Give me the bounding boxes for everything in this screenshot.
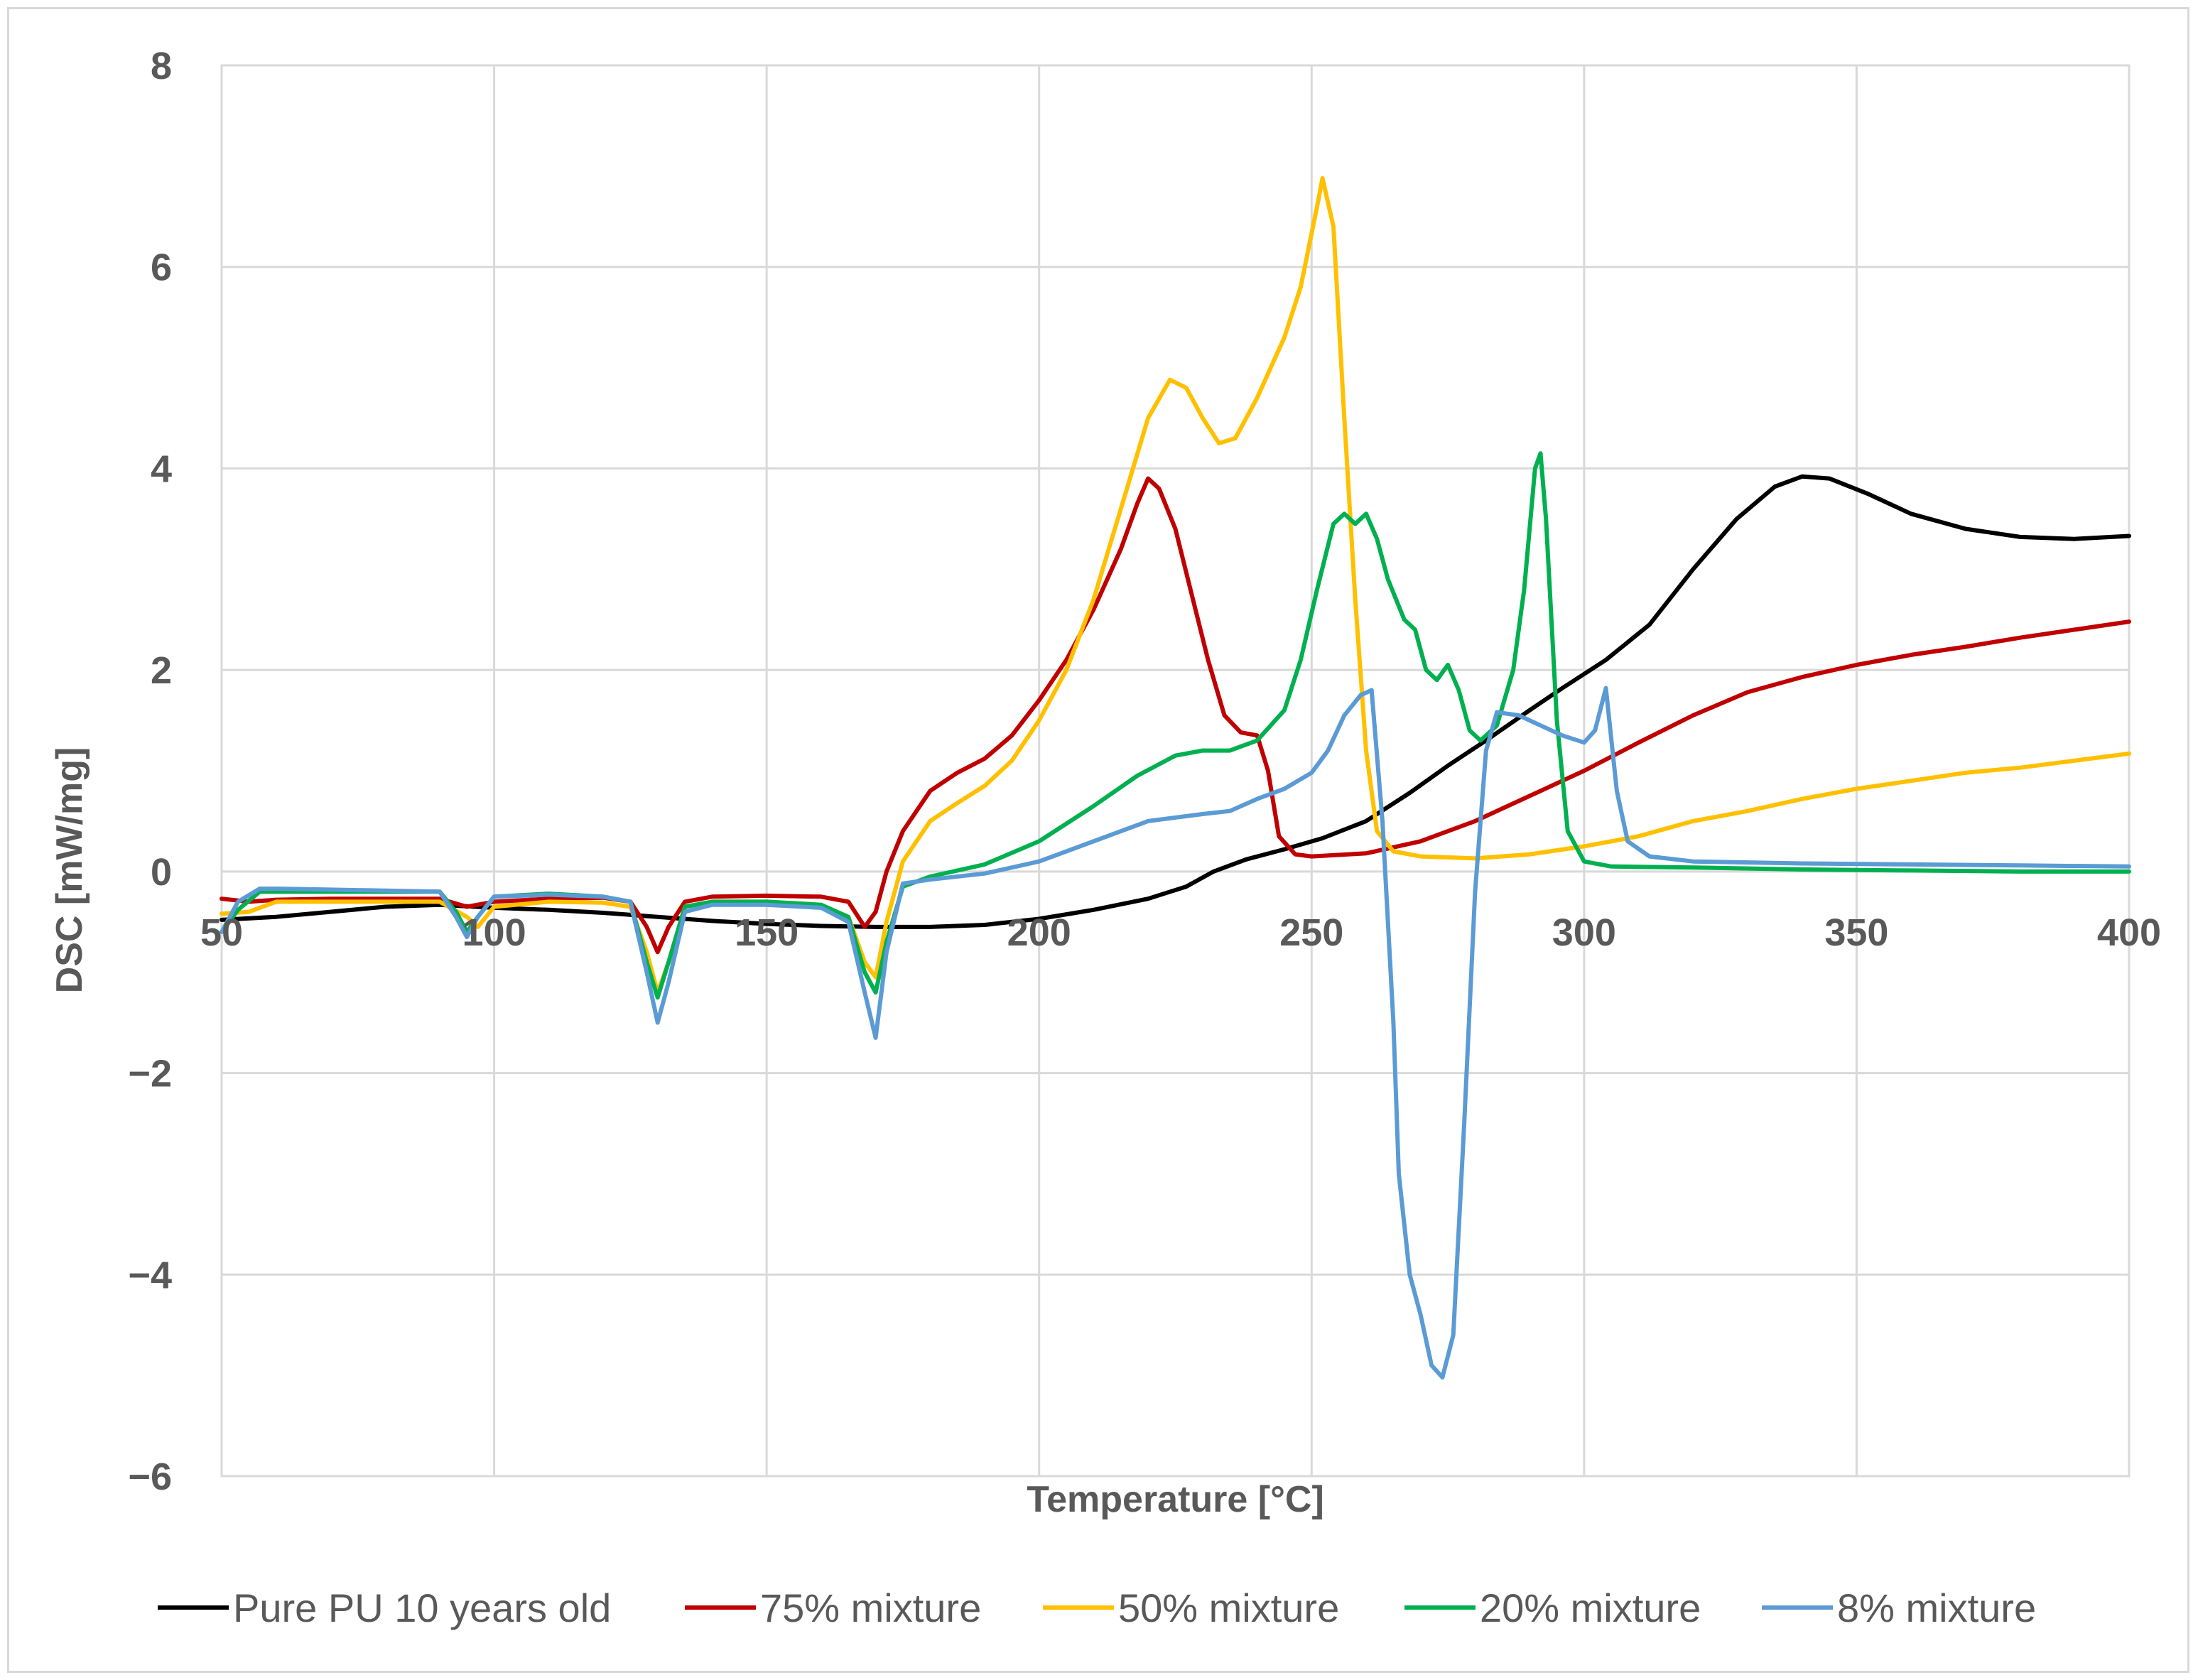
legend-label-1: Pure PU 10 years old (233, 1586, 611, 1630)
series-line-2 (220, 476, 2131, 955)
y-tick-label: 8 (151, 45, 172, 87)
x-tick-label: 200 (1007, 911, 1071, 954)
y-tick-label: 6 (151, 246, 172, 289)
y-tick-label: −2 (128, 1053, 172, 1095)
x-tick-label: 100 (462, 911, 526, 954)
series-line-5 (220, 685, 2131, 1380)
x-axis-ticks: 50 100 150 200 250 300 350 400 (200, 911, 2161, 954)
y-tick-label: 4 (151, 448, 172, 490)
x-axis-title: Temperature [°C] (1027, 1479, 1324, 1520)
x-tick-label: 250 (1279, 911, 1343, 954)
x-tick-label: 150 (735, 911, 798, 954)
legend-label-5: 8% mixture (1837, 1586, 2036, 1630)
series-layer (220, 175, 2131, 1380)
plot-area (220, 64, 2131, 1478)
y-tick-label: −4 (128, 1254, 172, 1296)
legend-label-2: 75% mixture (760, 1586, 981, 1630)
y-axis-ticks: 8 6 4 2 0 −2 −4 −6 (128, 45, 172, 1498)
series-line-3 (220, 175, 2131, 995)
series-line-1 (220, 474, 2131, 929)
x-tick-label: 400 (2097, 911, 2161, 954)
y-tick-label: 2 (151, 649, 172, 692)
grid-layer (220, 64, 2131, 1478)
x-tick-label: 300 (1552, 911, 1616, 954)
legend-label-3: 50% mixture (1118, 1586, 1339, 1630)
y-axis-title: DSC [mW/mg] (49, 747, 90, 994)
legend-label-4: 20% mixture (1480, 1586, 1701, 1630)
y-tick-label: 0 (151, 851, 172, 894)
x-tick-label: 350 (1824, 911, 1888, 954)
y-tick-label: −6 (128, 1456, 172, 1498)
legend: Pure PU 10 years old 75% mixture 50% mixtu… (158, 1586, 2036, 1630)
x-tick-label: 50 (200, 911, 243, 954)
